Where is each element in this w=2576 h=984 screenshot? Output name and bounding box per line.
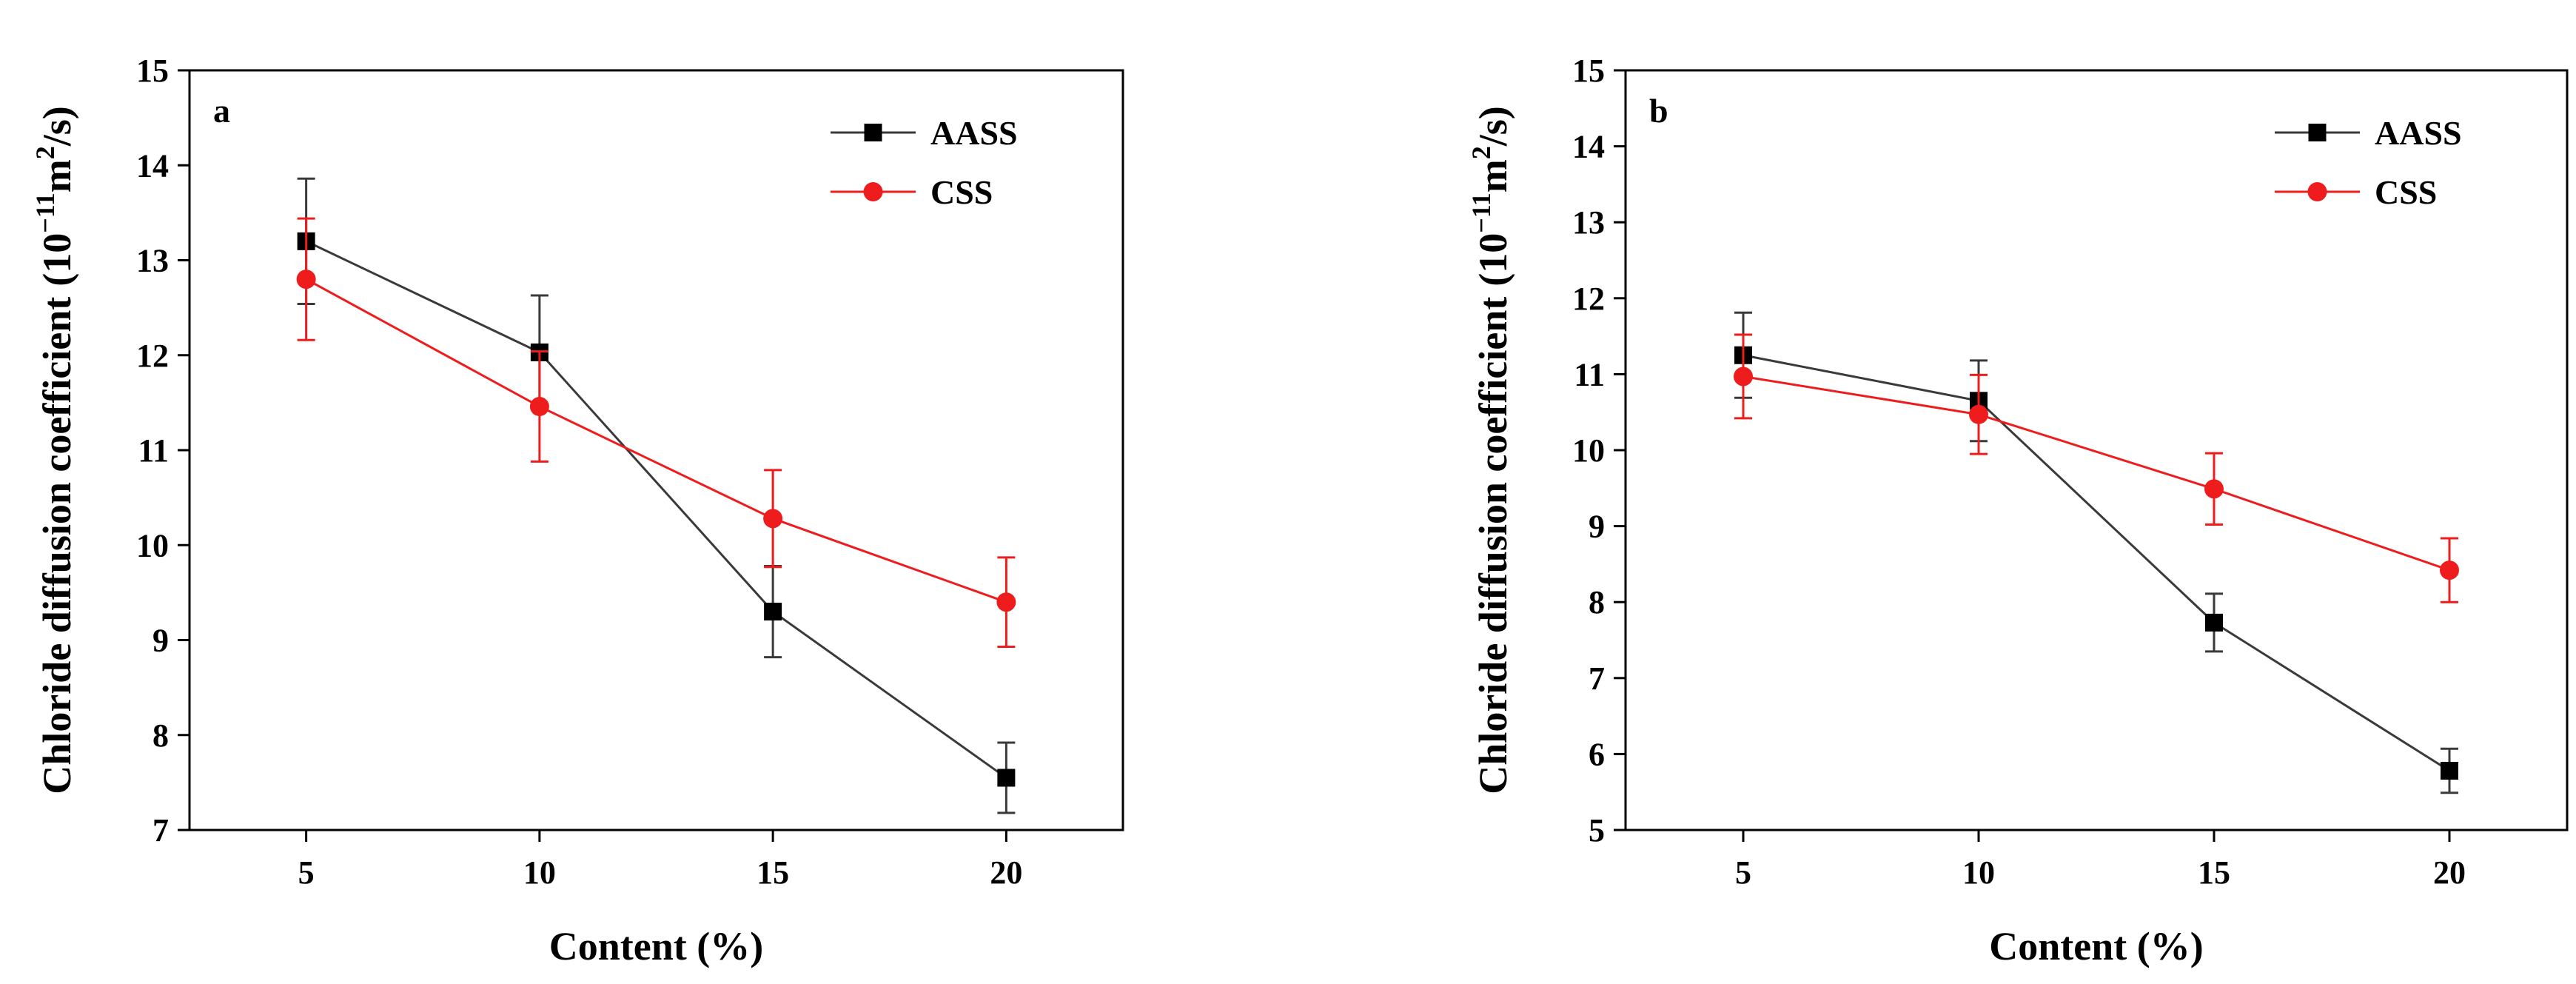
y-axis-unit-exponent: −11	[30, 193, 60, 233]
x-tick-label: 20	[990, 854, 1022, 891]
x-tick-label: 10	[1962, 854, 1995, 891]
y-tick-label: 8	[152, 717, 169, 754]
data-point-circle	[763, 509, 783, 529]
y-tick-label: 10	[136, 527, 169, 563]
y-axis-unit-open: (	[1471, 273, 1515, 287]
x-tick-label: 5	[298, 854, 315, 891]
y-tick-label: 8	[1589, 584, 1605, 620]
y-axis-unit-tail: /s)	[35, 106, 79, 147]
y-axis-unit-symbol-exponent: 2	[30, 146, 60, 159]
y-tick-label: 10	[1572, 432, 1605, 469]
series-css	[1734, 333, 2459, 603]
legend-marker-circle	[863, 182, 883, 201]
series-css	[296, 217, 1016, 648]
series-line-css	[305, 278, 1007, 603]
data-point-circle	[2440, 560, 2459, 580]
legend-item-aass: AASS	[2275, 114, 2462, 152]
series-aass	[297, 177, 1016, 814]
x-tick-label: 10	[523, 854, 556, 891]
legend-marker-circle	[2307, 182, 2327, 201]
y-tick-label: 15	[1572, 53, 1605, 89]
data-point-circle	[1969, 404, 1988, 424]
y-axis-title: Chloride diffusion coefficient (10−11m2/s…	[1466, 106, 1515, 794]
y-axis-unit-tail: /s)	[1471, 106, 1515, 147]
y-tick-label: 5	[1589, 812, 1605, 849]
x-axis-title: Content (%)	[549, 924, 763, 968]
data-point-square	[2441, 761, 2458, 780]
chart-panel-a: 7 8 9 10 11 12 13 14 15 5 10 15 20 Content (%) Chlorid…	[30, 53, 1124, 968]
series-line-css	[1743, 375, 2450, 572]
y-tick-label: 12	[136, 338, 169, 374]
series-aass	[1734, 311, 2458, 794]
y-axis-unit-symbol: m	[1471, 159, 1515, 193]
data-point-square	[2205, 613, 2223, 632]
y-axis-unit-symbol: m	[35, 159, 79, 193]
y-tick-label: 9	[152, 623, 169, 659]
panel-label: b	[1649, 92, 1668, 130]
legend-item-css: CSS	[831, 173, 993, 211]
legend-marker-square	[864, 124, 882, 141]
y-tick-label: 13	[136, 243, 169, 279]
y-axis-unit-open: (	[35, 273, 79, 287]
data-point-circle	[996, 592, 1016, 612]
legend-label: CSS	[2375, 173, 2437, 211]
legend-item-css: CSS	[2275, 173, 2437, 211]
x-tick-label: 15	[757, 854, 789, 891]
x-axis-title: Content (%)	[1989, 924, 2203, 968]
x-tick-label: 20	[2433, 854, 2466, 891]
y-tick-label: 7	[1589, 660, 1605, 697]
y-tick-label: 11	[138, 432, 169, 469]
legend-label: AASS	[930, 114, 1018, 152]
data-point-circle	[1734, 367, 1753, 386]
legend-marker-square	[2308, 124, 2327, 141]
series-line-aass	[1743, 354, 2450, 772]
panel-label: a	[213, 92, 230, 130]
y-axis-unit-base: 10	[1471, 233, 1515, 273]
y-axis-unit-exponent: −11	[1466, 193, 1496, 233]
x-tick-label: 5	[1735, 854, 1751, 891]
y-tick-label: 12	[1572, 281, 1605, 317]
y-tick-label: 11	[1574, 356, 1605, 392]
y-tick-label: 9	[1589, 509, 1605, 545]
y-tick-label: 15	[136, 53, 169, 89]
chart-panel-b: 5 6 7 8 9 10 11 12 13 14 15 5 10 15 20 Content (%) Chlor…	[1466, 53, 2569, 968]
legend-item-aass: AASS	[831, 114, 1018, 152]
y-axis-unit-symbol-exponent: 2	[1466, 146, 1496, 159]
x-tick-label: 15	[2198, 854, 2230, 891]
legend-label: CSS	[930, 173, 993, 211]
data-point-circle	[529, 397, 549, 417]
y-tick-label: 7	[152, 812, 169, 849]
y-tick-label: 14	[1572, 129, 1605, 165]
y-axis-title: Chloride diffusion coefficient (10−11m2/s…	[30, 106, 79, 794]
data-point-circle	[296, 270, 316, 289]
legend-label: AASS	[2375, 114, 2462, 152]
y-axis-title-main: Chloride diffusion coefficient	[1471, 297, 1515, 794]
data-point-square	[997, 769, 1016, 787]
data-point-square	[764, 603, 782, 621]
y-tick-label: 14	[136, 147, 169, 184]
y-axis-unit-base: 10	[35, 233, 79, 273]
y-tick-label: 6	[1589, 736, 1605, 772]
data-point-circle	[2204, 479, 2224, 499]
series-line-aass	[305, 240, 1007, 779]
y-axis-title-main: Chloride diffusion coefficient	[35, 297, 79, 794]
y-tick-label: 13	[1572, 204, 1605, 241]
